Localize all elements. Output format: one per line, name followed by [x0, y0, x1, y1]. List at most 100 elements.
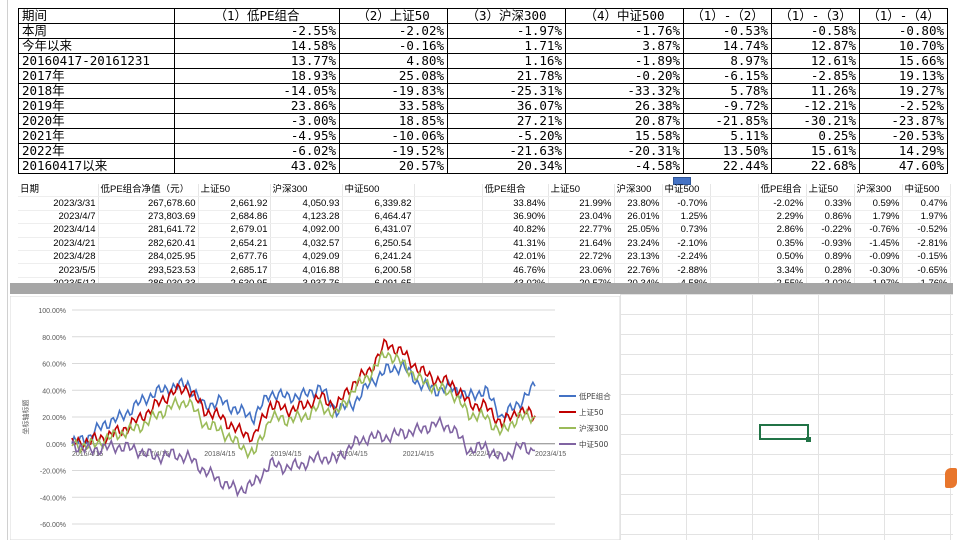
- grid-cell[interactable]: [710, 210, 759, 225]
- grid-cell[interactable]: 4,123.28: [270, 210, 343, 225]
- summary-value-cell[interactable]: 23.86%: [174, 98, 340, 114]
- summary-value-cell[interactable]: 1.16%: [447, 53, 566, 69]
- summary-value-cell[interactable]: 12.87%: [771, 38, 860, 54]
- grid-cell[interactable]: 0.33%: [806, 196, 855, 211]
- summary-period-cell[interactable]: 今年以来: [18, 38, 175, 54]
- summary-value-cell[interactable]: 22.44%: [683, 158, 772, 174]
- summary-period-cell[interactable]: 2017年: [18, 68, 175, 84]
- grid-cell[interactable]: -2.02%: [758, 196, 807, 211]
- grid-cell[interactable]: 6,200.58: [342, 263, 415, 278]
- summary-value-cell[interactable]: -2.02%: [339, 23, 448, 39]
- summary-value-cell[interactable]: -6.02%: [174, 143, 340, 159]
- grid-cell[interactable]: 4,050.93: [270, 196, 343, 211]
- grid-cell[interactable]: 22.77%: [548, 223, 615, 238]
- grid-cell[interactable]: 2023/4/28: [18, 250, 99, 265]
- grid-cell[interactable]: 2023/4/7: [18, 210, 99, 225]
- grid-cell[interactable]: 2.29%: [758, 210, 807, 225]
- grid-cell[interactable]: 282,620.41: [98, 237, 199, 251]
- summary-period-cell[interactable]: 2019年: [18, 98, 175, 114]
- grid-cell[interactable]: [414, 210, 483, 225]
- grid-cell[interactable]: 25.05%: [614, 223, 663, 238]
- grid-cell[interactable]: 0.50%: [758, 250, 807, 265]
- grid-cell[interactable]: -0.76%: [854, 223, 903, 238]
- grid-header-13[interactable]: 沪深300: [854, 184, 903, 198]
- empty-cells-area[interactable]: [620, 294, 953, 540]
- summary-value-cell[interactable]: 13.50%: [683, 143, 772, 159]
- grid-cell[interactable]: -2.24%: [662, 250, 711, 265]
- summary-value-cell[interactable]: 14.29%: [859, 143, 948, 159]
- summary-period-cell[interactable]: 2022年: [18, 143, 175, 159]
- summary-value-cell[interactable]: 13.77%: [174, 53, 340, 69]
- grid-header-6[interactable]: 低PE组合: [482, 184, 549, 198]
- grid-cell[interactable]: -2.10%: [662, 237, 711, 251]
- grid-cell[interactable]: 2.86%: [758, 223, 807, 238]
- grid-cell[interactable]: 40.82%: [482, 223, 549, 238]
- grid-cell[interactable]: -1.45%: [854, 237, 903, 251]
- grid-cell[interactable]: 6,250.54: [342, 237, 415, 251]
- grid-header-1[interactable]: 低PE组合净值（元）: [98, 184, 199, 198]
- grid-cell[interactable]: 42.01%: [482, 250, 549, 265]
- grid-cell[interactable]: -0.70%: [662, 196, 711, 211]
- grid-cell[interactable]: 36.90%: [482, 210, 549, 225]
- summary-value-cell[interactable]: 11.26%: [771, 83, 860, 99]
- grid-cell[interactable]: [414, 223, 483, 238]
- grid-cell[interactable]: 4,016.88: [270, 263, 343, 278]
- summary-value-cell[interactable]: 15.58%: [565, 128, 684, 144]
- grid-cell[interactable]: 1.25%: [662, 210, 711, 225]
- grid-cell[interactable]: -0.52%: [902, 223, 951, 238]
- summary-value-cell[interactable]: -2.52%: [859, 98, 948, 114]
- grid-cell[interactable]: 6,241.24: [342, 250, 415, 265]
- grid-cell[interactable]: 1.79%: [854, 210, 903, 225]
- summary-value-cell[interactable]: -4.58%: [565, 158, 684, 174]
- grid-cell[interactable]: 23.80%: [614, 196, 663, 211]
- summary-value-cell[interactable]: 20.57%: [339, 158, 448, 174]
- summary-period-cell[interactable]: 2020年: [18, 113, 175, 129]
- summary-value-cell[interactable]: -4.95%: [174, 128, 340, 144]
- summary-value-cell[interactable]: 18.93%: [174, 68, 340, 84]
- grid-header-9[interactable]: 中证500: [662, 184, 711, 198]
- summary-period-cell[interactable]: 20160417-20161231: [18, 53, 175, 69]
- grid-cell[interactable]: 22.76%: [614, 263, 663, 278]
- grid-cell[interactable]: -0.22%: [806, 223, 855, 238]
- summary-value-cell[interactable]: 10.70%: [859, 38, 948, 54]
- grid-cell[interactable]: -0.65%: [902, 263, 951, 278]
- summary-value-cell[interactable]: 15.61%: [771, 143, 860, 159]
- summary-value-cell[interactable]: 25.08%: [339, 68, 448, 84]
- grid-header-5[interactable]: [414, 184, 483, 198]
- grid-header-2[interactable]: 上证50: [198, 184, 271, 198]
- grid-cell[interactable]: 284,025.95: [98, 250, 199, 265]
- grid-cell[interactable]: 23.04%: [548, 210, 615, 225]
- summary-value-cell[interactable]: -25.31%: [447, 83, 566, 99]
- grid-header-4[interactable]: 中证500: [342, 184, 415, 198]
- grid-cell[interactable]: 2,661.92: [198, 196, 271, 211]
- summary-value-cell[interactable]: 3.87%: [565, 38, 684, 54]
- summary-value-cell[interactable]: 20.34%: [447, 158, 566, 174]
- summary-value-cell[interactable]: -19.83%: [339, 83, 448, 99]
- summary-value-cell[interactable]: 14.74%: [683, 38, 772, 54]
- grid-cell[interactable]: 2023/4/21: [18, 237, 99, 251]
- grid-cell[interactable]: 2,679.01: [198, 223, 271, 238]
- summary-value-cell[interactable]: -6.15%: [683, 68, 772, 84]
- summary-period-cell[interactable]: 2021年: [18, 128, 175, 144]
- grid-cell[interactable]: 26.01%: [614, 210, 663, 225]
- grid-cell[interactable]: 2,684.86: [198, 210, 271, 225]
- grid-cell[interactable]: 0.35%: [758, 237, 807, 251]
- grid-cell[interactable]: 33.84%: [482, 196, 549, 211]
- summary-value-cell[interactable]: 43.02%: [174, 158, 340, 174]
- summary-value-cell[interactable]: -0.80%: [859, 23, 948, 39]
- grid-cell[interactable]: [414, 250, 483, 265]
- summary-value-cell[interactable]: 21.78%: [447, 68, 566, 84]
- summary-value-cell[interactable]: -20.53%: [859, 128, 948, 144]
- grid-cell[interactable]: 23.06%: [548, 263, 615, 278]
- summary-period-cell[interactable]: 本周: [18, 23, 175, 39]
- grid-cell[interactable]: 4,032.57: [270, 237, 343, 251]
- grid-cell[interactable]: 4,029.09: [270, 250, 343, 265]
- grid-cell[interactable]: [710, 263, 759, 278]
- summary-value-cell[interactable]: -2.85%: [771, 68, 860, 84]
- summary-value-cell[interactable]: 22.68%: [771, 158, 860, 174]
- summary-value-cell[interactable]: 20.87%: [565, 113, 684, 129]
- grid-header-10[interactable]: [710, 184, 759, 198]
- summary-value-cell[interactable]: -21.85%: [683, 113, 772, 129]
- summary-value-cell[interactable]: -14.05%: [174, 83, 340, 99]
- grid-cell[interactable]: [710, 250, 759, 265]
